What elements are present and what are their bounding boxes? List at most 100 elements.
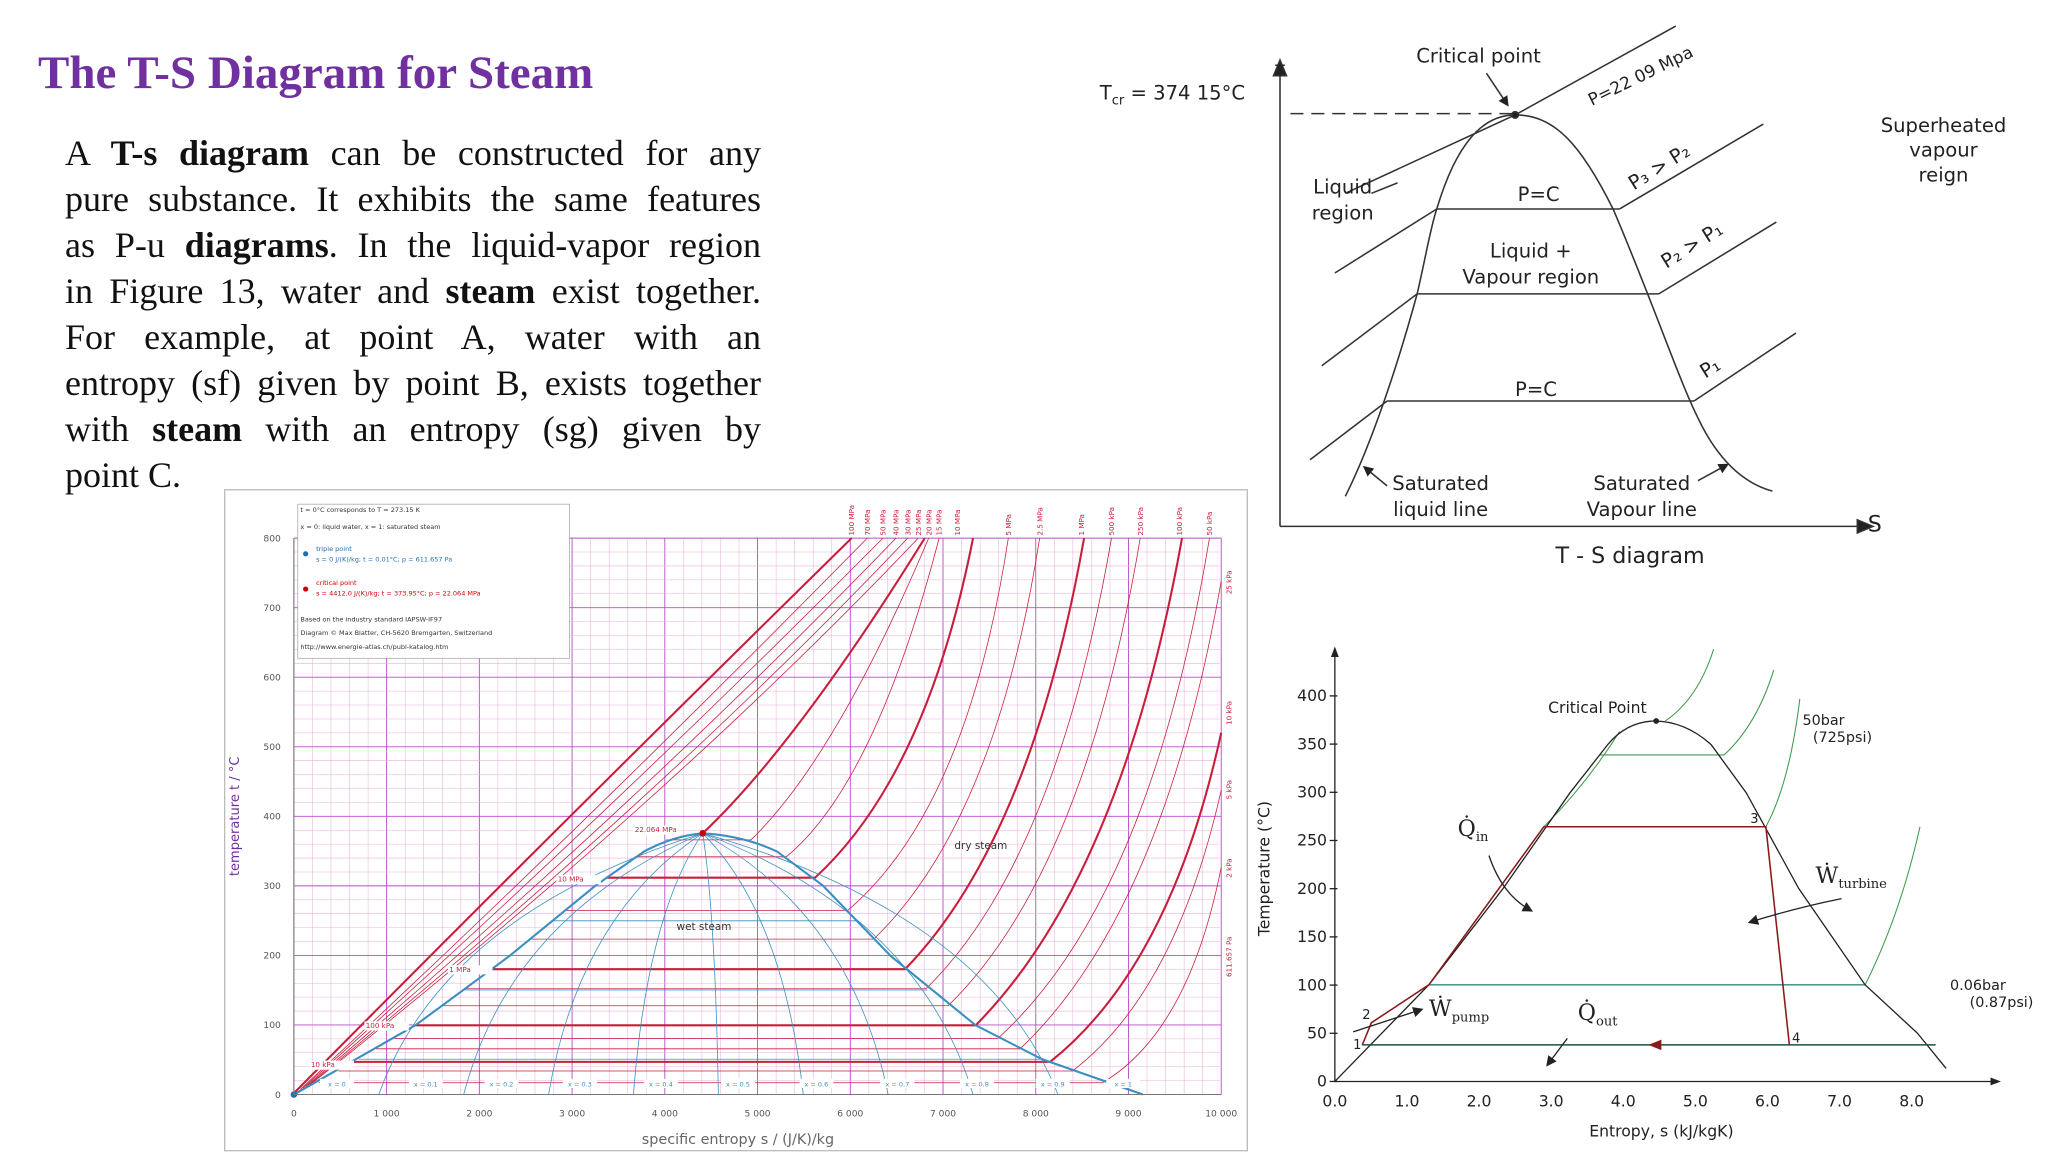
x-tick-label: 6 000	[837, 1110, 863, 1120]
text: exist together.	[535, 271, 761, 311]
critical-point	[1653, 718, 1660, 724]
isobar	[318, 867, 1222, 1084]
text: as P-u	[65, 225, 185, 265]
arrow	[1488, 855, 1534, 912]
x-tick-label: 4 000	[652, 1110, 678, 1120]
isobar	[307, 537, 909, 1086]
isobar	[1619, 123, 1764, 210]
dome	[1334, 720, 1947, 1082]
y-tick-label: 0	[275, 1091, 281, 1101]
steam-chart: temperature t / °C specific entropy s / …	[223, 489, 1248, 1152]
pressure-label: 5 kPa	[1225, 780, 1234, 799]
text: . In the liquid-vapor region	[328, 225, 761, 265]
label: Saturated	[1593, 472, 1690, 495]
isobars	[294, 537, 1223, 1093]
flow-arrow	[1648, 1039, 1662, 1051]
legend-dot	[303, 551, 309, 557]
pressure-label: 10 kPa	[1225, 701, 1234, 725]
x-tick-label: 1 000	[374, 1110, 400, 1120]
pressure-label: 20 MPa	[924, 510, 933, 536]
q-out: Q̇out	[1578, 1000, 1618, 1029]
symbol: Ẇ	[1429, 995, 1452, 1022]
isobar	[310, 537, 919, 1085]
line-label: 1 MPa	[449, 965, 470, 974]
note: triple point	[316, 545, 352, 553]
point-label: 1	[1353, 1038, 1361, 1053]
pressure-label: 50 kPa	[1205, 512, 1214, 536]
isobar	[300, 537, 868, 1090]
line-label: 10 MPa	[558, 875, 584, 884]
pointer	[1697, 463, 1729, 482]
isobar	[1665, 648, 1715, 722]
notes-box	[297, 503, 570, 659]
isobar	[338, 790, 1222, 1072]
pressure-label: 611.657 Pa	[1225, 937, 1234, 977]
y-tick-label: 500	[263, 743, 281, 753]
rankine-chart: Temperature (°C) Entropy, s (kJ/kgK) Cri…	[1255, 646, 2033, 1140]
x-axis-label: specific entropy s / (J/K)/kg	[642, 1132, 834, 1148]
isobar	[376, 581, 1222, 1050]
text-line: in Figure 13, water and steam exist toge…	[65, 268, 761, 314]
pressure-label: 100 MPa	[847, 505, 856, 536]
label-bg	[309, 1060, 354, 1070]
quality-label: x = 0.7	[885, 1081, 909, 1089]
quality-label: x = 0	[328, 1081, 346, 1089]
note: s = 0 J/(K)/kg; t = 0.01°C; p = 611.657 …	[316, 556, 452, 564]
pressure-label: 10 MPa	[953, 510, 962, 536]
arrow	[1352, 1007, 1424, 1033]
text: in Figure 13, water and	[65, 271, 446, 311]
axis-arrow	[1856, 518, 1876, 535]
quality-label: x = 0.9	[1041, 1081, 1065, 1089]
w-turbine: Ẇturbine	[1816, 862, 1888, 892]
line-label: 22.064 MPa	[635, 825, 677, 834]
note: x = 0: liquid water, x = 1: saturated st…	[300, 523, 440, 531]
quality-line	[548, 832, 703, 1095]
body-text: A T-s diagram can be constructed for any…	[65, 130, 761, 498]
isobar	[442, 538, 1141, 1007]
label: (725psi)	[1813, 730, 1872, 746]
label-bg	[1035, 1078, 1070, 1088]
pressure-label: 70 MPa	[863, 510, 872, 536]
caption: T - S diagram	[1555, 543, 1705, 569]
pressure-label: 500 kPa	[1107, 507, 1116, 536]
cycle	[1361, 825, 1791, 1046]
y-tick-label: 100	[1297, 975, 1327, 994]
pressure-label: 30 MPa	[903, 510, 912, 536]
pointer	[1485, 72, 1509, 107]
note: t = 0°C corresponds to T = 273.15 K	[300, 506, 420, 514]
label: Liquid +	[1490, 239, 1572, 262]
text: with an entropy (sg) given by	[242, 409, 761, 449]
label: 50bar	[1802, 713, 1844, 729]
y-tick-label: 600	[263, 673, 281, 683]
label: Vapour region	[1462, 265, 1599, 288]
label: liquid line	[1393, 498, 1488, 521]
pressure-label: 2.5 MPa	[1035, 507, 1044, 535]
pressure-label: 50 MPa	[879, 510, 888, 536]
isobar	[1693, 332, 1797, 402]
quality-label: x = 0.8	[965, 1081, 989, 1089]
label-bg	[799, 1078, 834, 1088]
y-tick-label: 200	[1297, 879, 1327, 898]
isobar	[1765, 698, 1801, 828]
arrow	[1747, 897, 1842, 925]
label: Critical point	[1416, 45, 1541, 68]
pressure-label: 250 kPa	[1136, 507, 1145, 536]
label: Superheated	[1881, 114, 2007, 137]
quality-line	[702, 832, 974, 1095]
label: Liquid	[1313, 175, 1372, 198]
text: A	[65, 133, 111, 173]
label: P=22 09 Mpa	[1585, 42, 1696, 110]
isobar	[294, 537, 853, 1093]
pressure-label: 40 MPa	[892, 510, 901, 536]
note: Based on the industry standard IAPSW-IF9…	[300, 616, 442, 624]
text-line: pure substance. It exhibits the same fea…	[65, 176, 761, 222]
isobar	[466, 538, 1112, 990]
isobar	[701, 537, 926, 835]
tcr-sub: cr	[1112, 93, 1125, 108]
isobar	[353, 732, 1223, 1063]
text: entropy (sf) given by point B, exists to…	[65, 363, 761, 403]
text: For example, at point A, water with an	[65, 317, 761, 357]
label: vapour	[1909, 139, 1978, 162]
note: Diagram © Max Blatter, CH-5620 Bremgarte…	[300, 629, 492, 637]
